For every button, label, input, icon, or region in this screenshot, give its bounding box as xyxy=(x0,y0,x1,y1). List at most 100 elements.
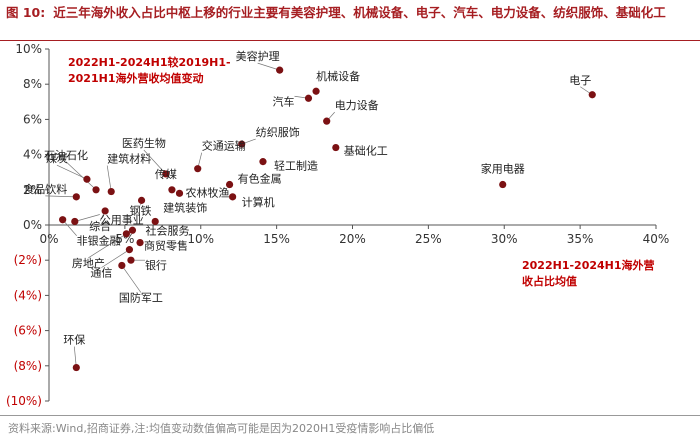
data-point xyxy=(118,261,126,270)
data-point xyxy=(162,170,170,178)
point-label: 交通运输 xyxy=(202,139,246,153)
point-label: 钢铁 xyxy=(130,204,152,217)
source-note: 资料来源:Wind,招商证券,注:均值变动数值偏高可能是因为2020H1受疫情影… xyxy=(8,422,435,435)
x-meaning-annotation: 收占比均值 xyxy=(522,274,577,288)
x-tick-label: 30% xyxy=(491,232,518,246)
point-label: 基础化工 xyxy=(344,144,388,158)
data-point xyxy=(107,187,115,196)
leader-line xyxy=(65,161,97,191)
x-tick-label: 40% xyxy=(643,232,670,246)
data-point xyxy=(194,165,202,173)
y-tick-label: 4% xyxy=(23,148,42,162)
point-label: 通信 xyxy=(90,267,112,280)
leader-line xyxy=(257,62,280,71)
point-label: 建筑装饰 xyxy=(163,200,207,214)
data-point xyxy=(225,180,234,189)
chart-title: 图 10: 近三年海外收入占比中枢上移的行业主要有美容护理、机械设备、电子、汽车、… xyxy=(6,4,696,22)
point-label: 家用电器 xyxy=(481,162,525,176)
point-label: 医药生物 xyxy=(122,136,166,150)
data-point xyxy=(137,196,146,204)
point-label: 建筑材料 xyxy=(107,152,151,166)
point-label: 综合 xyxy=(89,219,111,233)
data-point xyxy=(168,186,176,194)
point-label: 纺织服饰 xyxy=(256,125,300,139)
leader-line xyxy=(88,233,127,259)
leader-lines xyxy=(45,62,593,368)
axes-group: 0% 5% 10% 15% 20% 25% 30% 35% 40% 10% 8% 6% 4% 2% 0% (2… xyxy=(6,42,669,408)
y-tick-label: (10%) xyxy=(6,394,42,408)
data-point xyxy=(136,239,144,247)
leader-line xyxy=(101,249,130,268)
leader-line xyxy=(106,165,112,192)
point-label: 计算机 xyxy=(242,195,275,209)
y-tick-label: (2%) xyxy=(14,253,42,267)
data-point xyxy=(71,217,79,226)
data-point xyxy=(72,363,80,372)
y-meaning-annotation: 2022H1-2024H1较2019H1- xyxy=(68,55,231,69)
y-tick-label: (4%) xyxy=(14,288,42,302)
point-label: 煤炭 xyxy=(46,152,68,165)
point-label: 环保 xyxy=(63,333,85,347)
point-label: 社会服务 xyxy=(145,223,189,237)
point-label: 电力设备 xyxy=(335,98,379,112)
data-point xyxy=(499,180,507,189)
y-tick-label: 6% xyxy=(23,112,42,126)
point-label: 美容护理 xyxy=(236,49,280,63)
point-label: 国防军工 xyxy=(119,290,163,304)
x-tick-label: 35% xyxy=(567,232,594,246)
figure-number: 图 10: xyxy=(6,5,46,20)
title-text: 近三年海外收入占比中枢上移的行业主要有美容护理、机械设备、电子、汽车、电力设备、… xyxy=(53,5,666,20)
point-label: 有色金属 xyxy=(238,172,282,186)
data-point xyxy=(127,256,135,264)
points-group xyxy=(59,66,596,372)
leader-line xyxy=(56,164,88,180)
point-label: 石油石化 xyxy=(44,148,88,162)
data-point xyxy=(122,230,130,238)
title-divider xyxy=(0,40,700,41)
x-tick-label: 25% xyxy=(415,232,442,246)
point-label: 轻工制造 xyxy=(274,159,318,173)
data-point xyxy=(83,175,91,183)
data-point xyxy=(229,193,237,201)
data-point xyxy=(276,66,284,74)
y-tick-label: 0% xyxy=(23,218,42,232)
data-point xyxy=(59,216,67,224)
data-point xyxy=(304,94,313,102)
leader-line xyxy=(143,149,167,175)
leader-line xyxy=(121,265,142,293)
data-point xyxy=(312,87,320,95)
data-point xyxy=(128,226,137,234)
data-point xyxy=(332,143,340,152)
point-label: 汽车 xyxy=(272,94,294,108)
data-point xyxy=(175,189,184,197)
y-tick-label: 2% xyxy=(23,183,42,197)
y-tick-label: 10% xyxy=(15,42,42,56)
leader-line xyxy=(45,195,77,198)
point-label: 食品饮料 xyxy=(23,182,67,196)
point-label: 房地产 xyxy=(72,256,105,270)
y-tick-label: (6%) xyxy=(14,324,42,338)
x-tick-label: 0% xyxy=(39,232,58,246)
point-label: 商贸零售 xyxy=(144,239,188,253)
y-tick-label: (8%) xyxy=(14,359,42,373)
x-tick-label: 10% xyxy=(187,232,214,246)
point-label: 电子 xyxy=(569,74,591,87)
annotations: 2022H1-2024H1较2019H1- 2021H1海外营收均值变动 2022H… xyxy=(68,55,655,288)
point-label: 农林牧渔 xyxy=(186,185,230,199)
data-point xyxy=(238,140,246,148)
point-label: 银行 xyxy=(145,258,167,272)
point-label: 公用事业 xyxy=(100,213,144,226)
y-meaning-annotation: 2021H1海外营收均值变动 xyxy=(68,71,203,85)
data-point xyxy=(588,91,596,99)
x-tick-label: 5% xyxy=(115,232,134,246)
data-point xyxy=(259,158,267,166)
point-label: 机械设备 xyxy=(316,69,360,83)
x-tick-label: 20% xyxy=(339,232,366,246)
data-point xyxy=(72,193,80,201)
leader-line xyxy=(74,214,100,222)
y-tick-label: 8% xyxy=(23,77,42,91)
footer-divider xyxy=(0,415,700,416)
point-label: 传媒 xyxy=(155,168,177,181)
